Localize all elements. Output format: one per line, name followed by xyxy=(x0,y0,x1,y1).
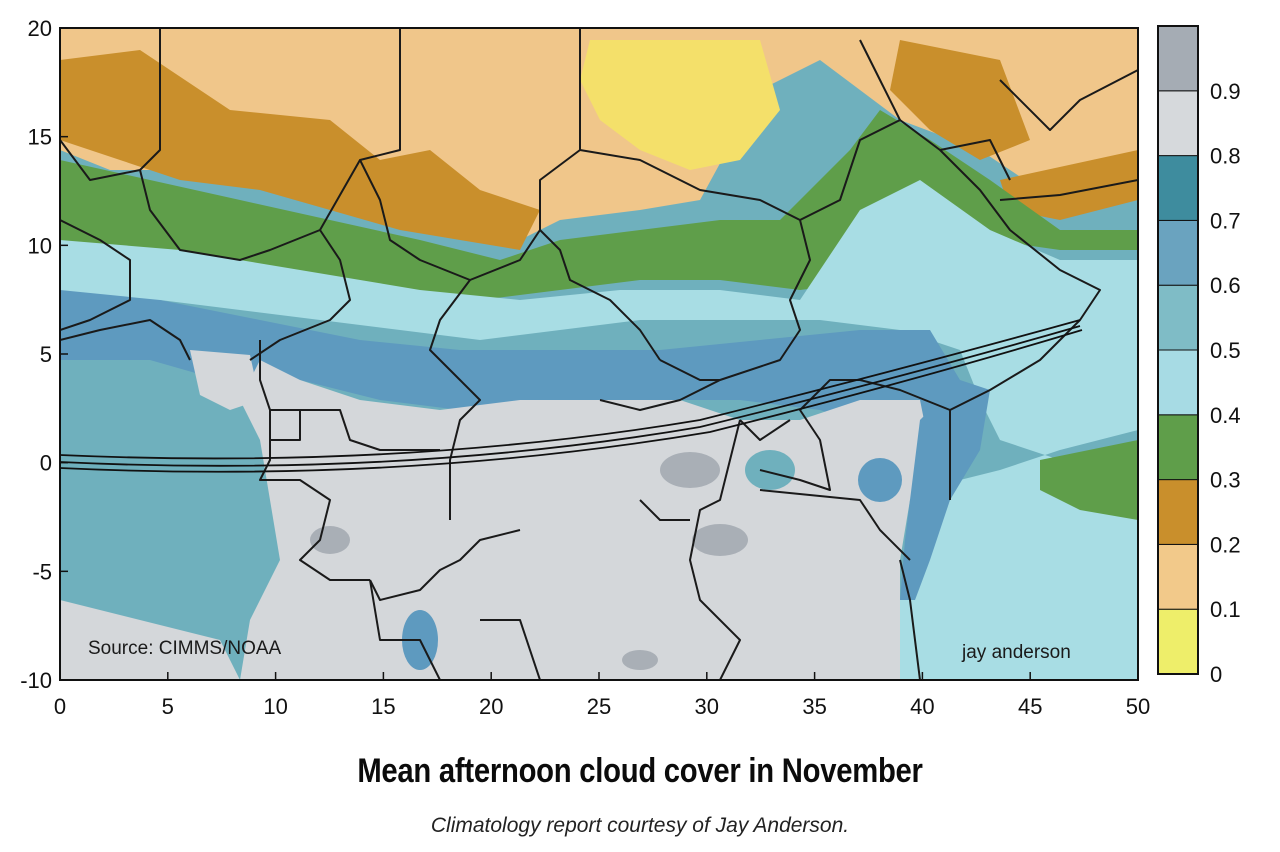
y-tick-label: 0 xyxy=(40,451,52,476)
colorbar-band xyxy=(1157,349,1199,416)
colorbar-band xyxy=(1157,479,1199,545)
colorbar-label: 0.7 xyxy=(1210,208,1241,233)
ocean-green-patch xyxy=(1040,440,1138,520)
dark-gray-spot xyxy=(622,650,658,670)
map-title: Mean afternoon cloud cover in November xyxy=(357,752,923,790)
x-tick-label: 50 xyxy=(1126,694,1150,719)
map-plot-area: Source: CIMMS/NOAA jay anderson xyxy=(60,28,1138,680)
y-tick-label: -10 xyxy=(20,668,52,693)
x-tick-label: 40 xyxy=(910,694,934,719)
x-tick-label: 30 xyxy=(695,694,719,719)
colorbar-band xyxy=(1157,219,1199,286)
source-note: Source: CIMMS/NOAA xyxy=(88,638,282,659)
colorbar-label: 0.1 xyxy=(1210,597,1241,622)
x-tick-label: 10 xyxy=(263,694,287,719)
x-tick-label: 20 xyxy=(479,694,503,719)
country-borders xyxy=(60,28,1138,680)
dark-gray-spot xyxy=(692,524,748,556)
colorbar-band xyxy=(1157,608,1199,675)
dark-gray-spot xyxy=(660,452,720,488)
eclipse-path xyxy=(60,319,1083,473)
colorbar-label: 0.2 xyxy=(1210,532,1241,557)
colorbar-band xyxy=(1157,25,1199,92)
colorbar-band xyxy=(1157,90,1199,157)
teal-spot xyxy=(745,450,795,490)
sahel-band xyxy=(60,50,540,250)
y-tick-label: -5 xyxy=(32,559,52,584)
colorbar-legend: 0.9 0.8 0.7 0.6 0.5 0.4 0.3 0.2 0.1 0 xyxy=(1157,25,1241,687)
colorbar-band xyxy=(1157,284,1199,351)
x-tick-label: 0 xyxy=(54,694,66,719)
teal-spot xyxy=(858,458,902,502)
y-tick-label: 5 xyxy=(40,342,52,367)
y-tick-label: 10 xyxy=(28,233,52,258)
very-dry-patch xyxy=(580,40,780,170)
arabia-brown xyxy=(1000,150,1138,220)
y-axis: 20 15 10 5 0 -5 -10 xyxy=(20,16,68,693)
gulf-gray-patch xyxy=(190,350,260,410)
author-note: jay anderson xyxy=(961,642,1071,663)
colorbar-label: 0.6 xyxy=(1210,273,1241,298)
colorbar-label: 0.9 xyxy=(1210,79,1241,104)
x-tick-label: 25 xyxy=(587,694,611,719)
central-gray-region xyxy=(240,360,930,680)
colorbar-band xyxy=(1157,155,1199,221)
x-tick-label: 5 xyxy=(162,694,174,719)
west-gray-patch xyxy=(60,600,240,680)
light-cyan-band xyxy=(60,180,1138,680)
colorbar-label: 0.8 xyxy=(1210,144,1241,169)
colorbar-label: 0.4 xyxy=(1210,403,1241,428)
dark-gray-spot xyxy=(310,526,350,554)
sahara-dry-region xyxy=(60,28,1138,240)
x-tick-label: 35 xyxy=(802,694,826,719)
colorbar-label: 0 xyxy=(1210,662,1222,687)
x-axis: 0 5 10 15 20 25 30 35 40 45 50 xyxy=(54,672,1150,719)
colorbar-label: 0.5 xyxy=(1210,338,1241,363)
colorbar-band xyxy=(1157,543,1199,610)
x-tick-label: 15 xyxy=(371,694,395,719)
y-tick-label: 20 xyxy=(28,16,52,41)
blue-teal-band xyxy=(60,290,960,460)
map-subtitle: Climatology report courtesy of Jay Ander… xyxy=(430,814,850,837)
y-tick-label: 15 xyxy=(28,125,52,150)
x-tick-label: 45 xyxy=(1018,694,1042,719)
sahel-band-east xyxy=(890,40,1030,160)
colorbar-label: 0.3 xyxy=(1210,468,1241,493)
east-coast-teal xyxy=(900,380,990,600)
colorbar-frame xyxy=(1157,25,1199,675)
colorbar-band xyxy=(1157,414,1199,481)
